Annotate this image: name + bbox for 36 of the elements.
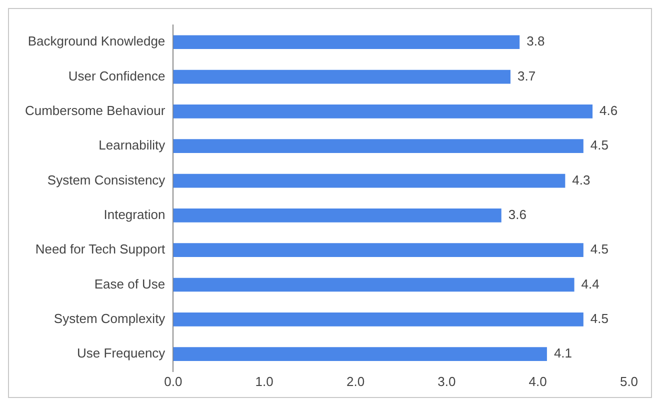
y-tick-label: Use Frequency [77, 346, 166, 361]
y-tick-label: User Confidence [68, 68, 166, 84]
x-tick-label: 0.0 [164, 374, 182, 389]
x-tick-label: 3.0 [438, 374, 456, 389]
x-tick-label: 5.0 [620, 374, 638, 389]
y-tick-label: Learnability [98, 138, 166, 153]
bar [173, 35, 520, 50]
data-label: 4.1 [554, 346, 572, 361]
bar [173, 243, 584, 258]
y-tick-label: Cumbersome Behaviour [24, 103, 166, 118]
data-label: 3.8 [526, 34, 545, 49]
bar [173, 278, 574, 292]
x-tick-label: 4.0 [528, 374, 547, 389]
bar [173, 174, 566, 188]
y-tick-label: System Consistency [47, 172, 166, 188]
data-label: 4.5 [590, 242, 608, 257]
data-label: 3.6 [508, 207, 526, 222]
data-label: 4.6 [600, 103, 618, 118]
y-tick-label: Need for Tech Support [35, 242, 166, 257]
data-label: 4.5 [590, 310, 608, 326]
data-label: 4.3 [572, 172, 590, 188]
data-label: 4.4 [581, 276, 600, 292]
x-tick-label: 1.0 [255, 374, 274, 389]
data-label: 3.7 [517, 68, 536, 84]
data-label: 4.5 [590, 138, 608, 153]
bar [173, 70, 510, 84]
y-tick-label: Background Knowledge [28, 34, 166, 49]
bar [173, 139, 584, 154]
bar [173, 104, 593, 118]
y-tick-label: Integration [104, 207, 166, 222]
bar [173, 208, 502, 222]
y-tick-label: System Complexity [54, 310, 166, 326]
bar [173, 312, 584, 326]
x-tick-label: 2.0 [346, 374, 365, 389]
y-tick-label: Ease of Use [94, 276, 166, 292]
bar [173, 347, 547, 361]
